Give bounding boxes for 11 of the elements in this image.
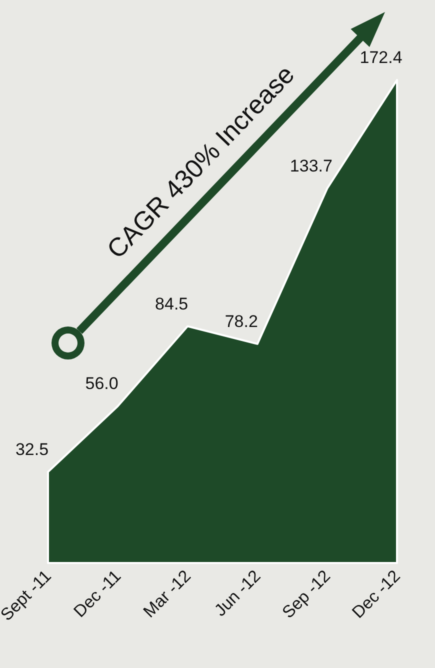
data-label: 78.2 (224, 312, 258, 331)
data-label: 133.7 (290, 156, 332, 176)
x-tick-label: Dec -12 (348, 566, 404, 622)
data-label: 84.5 (155, 294, 188, 314)
x-tick-label: Sep -12 (278, 566, 334, 622)
x-tick-label: Jun -12 (210, 566, 264, 620)
data-label: 172.4 (360, 48, 402, 67)
x-tick-label: Mar -12 (140, 566, 194, 622)
data-label: 56.0 (85, 374, 118, 394)
data-label: 32.5 (15, 440, 49, 459)
x-tick-label: Dec -11 (70, 566, 125, 622)
